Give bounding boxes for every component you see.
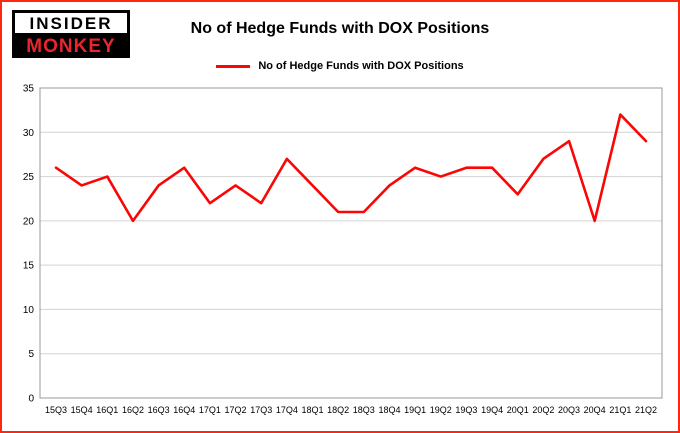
chart-area: 0 5 10 15 20 25 30 35 15Q3 15Q4 16Q1 16Q2 16Q3 16Q4 17… bbox=[2, 76, 678, 431]
svg-text:30: 30 bbox=[23, 128, 35, 139]
svg-text:35: 35 bbox=[23, 84, 35, 95]
svg-text:19Q3: 19Q3 bbox=[455, 405, 477, 415]
svg-text:10: 10 bbox=[23, 305, 35, 316]
svg-text:15Q3: 15Q3 bbox=[45, 405, 67, 415]
svg-text:21Q2: 21Q2 bbox=[635, 405, 657, 415]
svg-text:20Q4: 20Q4 bbox=[584, 405, 606, 415]
chart-title: No of Hedge Funds with DOX Positions bbox=[190, 20, 490, 37]
logo-insider-text: INSIDER bbox=[12, 10, 130, 36]
svg-text:20: 20 bbox=[23, 216, 35, 227]
svg-text:20Q2: 20Q2 bbox=[532, 405, 554, 415]
svg-text:21Q1: 21Q1 bbox=[609, 405, 631, 415]
legend-label: No of Hedge Funds with DOX Positions bbox=[258, 60, 464, 72]
svg-text:17Q1: 17Q1 bbox=[199, 405, 221, 415]
svg-text:16Q4: 16Q4 bbox=[173, 405, 195, 415]
logo-monkey-text: MONKEY bbox=[12, 36, 130, 58]
svg-text:5: 5 bbox=[28, 349, 34, 360]
svg-text:16Q1: 16Q1 bbox=[96, 405, 118, 415]
svg-text:20Q3: 20Q3 bbox=[558, 405, 580, 415]
svg-text:17Q2: 17Q2 bbox=[225, 405, 247, 415]
svg-text:0: 0 bbox=[28, 394, 34, 405]
legend: No of Hedge Funds with DOX Positions bbox=[2, 56, 678, 76]
svg-text:20Q1: 20Q1 bbox=[507, 405, 529, 415]
insider-monkey-logo: INSIDER MONKEY bbox=[12, 10, 130, 58]
svg-text:18Q1: 18Q1 bbox=[302, 405, 324, 415]
chart-svg: 0 5 10 15 20 25 30 35 15Q3 15Q4 16Q1 16Q2 16Q3 16Q4 17… bbox=[23, 84, 663, 415]
svg-text:18Q4: 18Q4 bbox=[378, 405, 400, 415]
svg-text:16Q3: 16Q3 bbox=[148, 405, 170, 415]
legend-line-swatch bbox=[216, 64, 251, 68]
svg-text:19Q1: 19Q1 bbox=[404, 405, 426, 415]
svg-text:18Q3: 18Q3 bbox=[353, 405, 375, 415]
svg-text:17Q4: 17Q4 bbox=[276, 405, 298, 415]
svg-text:19Q2: 19Q2 bbox=[430, 405, 452, 415]
svg-text:25: 25 bbox=[23, 172, 35, 183]
svg-text:15: 15 bbox=[23, 261, 35, 272]
svg-text:19Q4: 19Q4 bbox=[481, 405, 503, 415]
svg-text:15Q4: 15Q4 bbox=[71, 405, 93, 415]
chart-header: INSIDER MONKEY No of Hedge Funds with DO… bbox=[2, 2, 678, 58]
svg-text:18Q2: 18Q2 bbox=[327, 405, 349, 415]
svg-text:16Q2: 16Q2 bbox=[122, 405, 144, 415]
svg-text:17Q3: 17Q3 bbox=[250, 405, 272, 415]
